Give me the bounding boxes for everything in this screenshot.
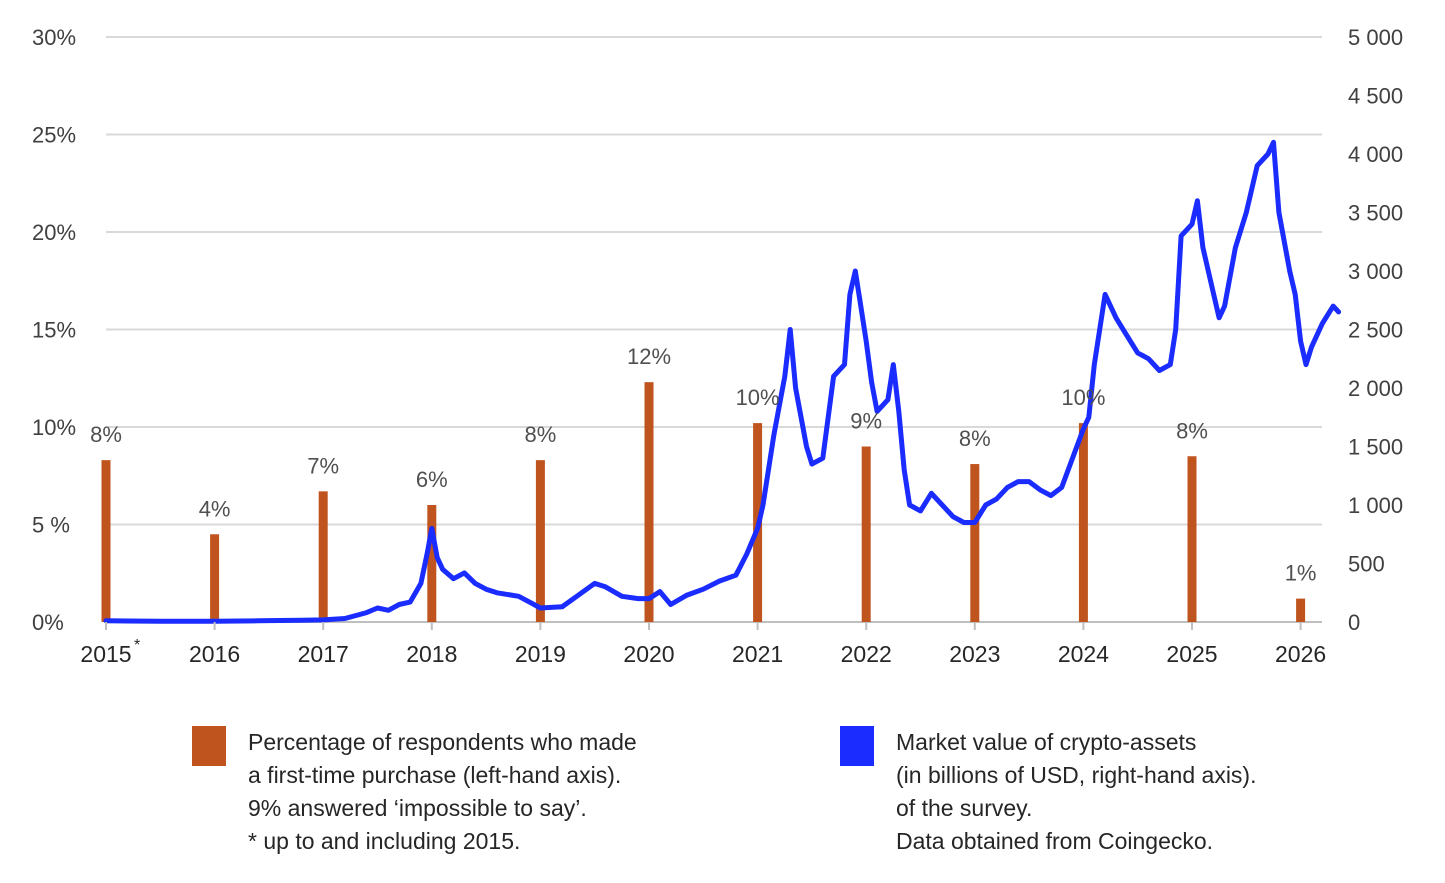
bar-data-label: 8% bbox=[90, 422, 122, 447]
legend-item-bars: Percentage of respondents who made a fir… bbox=[192, 726, 637, 858]
x-axis-tick-label: 2015 bbox=[80, 641, 131, 667]
left-axis-tick-label: 25% bbox=[32, 123, 76, 148]
bar bbox=[1078, 423, 1088, 622]
bar bbox=[644, 382, 654, 622]
bar-data-label: 8% bbox=[959, 426, 991, 451]
bar-data-label: 6% bbox=[416, 467, 448, 492]
legend-line: Market value of crypto-assets bbox=[896, 729, 1197, 755]
x-axis-tick-label: 2024 bbox=[1058, 641, 1109, 667]
bar-data-label: 8% bbox=[1176, 418, 1208, 443]
right-axis-tick-label: 3 000 bbox=[1348, 259, 1403, 284]
x-axis-tick-label: 2016 bbox=[189, 641, 240, 667]
x-tick-superscript: * bbox=[134, 637, 140, 654]
bar bbox=[861, 446, 871, 622]
legend-item-line: Market value of crypto-assets (in billio… bbox=[840, 726, 1256, 858]
bar-series bbox=[101, 382, 1306, 622]
x-axis-tick-label: 2021 bbox=[732, 641, 783, 667]
right-axis-tick-label: 1 500 bbox=[1348, 435, 1403, 460]
left-axis-ticks: 0% 5 % 10% 15% 20% 25% 30% bbox=[32, 25, 76, 635]
right-axis-tick-label: 3 500 bbox=[1348, 201, 1403, 226]
x-axis-ticks: 2015 * 2016 2017 2018 2019 2020 2021 2022 2023 202… bbox=[80, 622, 1326, 667]
left-axis-tick-label: 5 % bbox=[32, 513, 70, 538]
bar bbox=[535, 460, 545, 622]
legend-swatch-bars bbox=[192, 726, 226, 766]
legend-swatch-line bbox=[840, 726, 874, 766]
left-axis-tick-label: 30% bbox=[32, 25, 76, 50]
legend-text-line: Market value of crypto-assets (in billio… bbox=[896, 726, 1256, 858]
crypto-chart: 0% 5 % 10% 15% 20% 25% 30% 0 500 1 000 1 500 2 000… bbox=[32, 25, 1403, 667]
x-axis-tick-label: 2020 bbox=[623, 641, 674, 667]
x-axis-tick-label: 2017 bbox=[298, 641, 349, 667]
bar bbox=[210, 534, 220, 622]
bar bbox=[1296, 598, 1306, 622]
right-axis-tick-label: 4 000 bbox=[1348, 142, 1403, 167]
right-axis-tick-label: 0 bbox=[1348, 610, 1360, 635]
bar-data-label: 10% bbox=[736, 385, 780, 410]
x-axis-tick-label: 2023 bbox=[949, 641, 1000, 667]
left-axis-tick-label: 20% bbox=[32, 220, 76, 245]
bar-data-label: 10% bbox=[1061, 385, 1105, 410]
right-axis-tick-label: 4 500 bbox=[1348, 84, 1403, 109]
legend-line: Data obtained from Coingecko. bbox=[896, 828, 1214, 854]
right-axis-ticks: 0 500 1 000 1 500 2 000 2 500 3 000 3 500 4 000 4… bbox=[1348, 25, 1403, 635]
x-axis-tick-label: 2025 bbox=[1166, 641, 1217, 667]
bar bbox=[101, 460, 111, 622]
bar-data-labels: 8% 4% 7% 6% 8% 12% 10% 9% 8% 10% 8% 1% bbox=[90, 344, 1316, 585]
bar bbox=[970, 464, 980, 622]
bar-data-label: 12% bbox=[627, 344, 671, 369]
bar-data-label: 7% bbox=[307, 453, 339, 478]
x-axis-tick-label: 2022 bbox=[841, 641, 892, 667]
bar-data-label: 4% bbox=[199, 496, 231, 521]
bar-data-label: 1% bbox=[1285, 561, 1317, 586]
bar bbox=[318, 491, 328, 622]
right-axis-tick-label: 2 500 bbox=[1348, 318, 1403, 343]
bar-data-label: 9% bbox=[850, 409, 882, 434]
left-axis-tick-label: 15% bbox=[32, 318, 76, 343]
right-axis-tick-label: 5 000 bbox=[1348, 25, 1403, 50]
right-axis-tick-label: 500 bbox=[1348, 552, 1385, 577]
x-axis-tick-label: 2019 bbox=[515, 641, 566, 667]
x-axis-tick-label: 2018 bbox=[406, 641, 457, 667]
grid-lines bbox=[106, 36, 1322, 623]
legend-line: * up to and including 2015. bbox=[248, 828, 521, 854]
line-series bbox=[103, 139, 1342, 624]
legend-line: of the survey. bbox=[896, 795, 1033, 821]
right-axis-tick-label: 2 000 bbox=[1348, 376, 1403, 401]
legend-line: (in billions of USD, right-hand axis). bbox=[896, 762, 1257, 788]
legend-line: a first-time purchase (left-hand axis). bbox=[248, 762, 622, 788]
bar-data-label: 8% bbox=[525, 422, 557, 447]
bar bbox=[1187, 456, 1197, 622]
left-axis-tick-label: 10% bbox=[32, 415, 76, 440]
legend-line: Percentage of respondents who made bbox=[248, 729, 637, 755]
right-axis-tick-label: 1 000 bbox=[1348, 493, 1403, 518]
bar bbox=[427, 505, 437, 622]
legend-text-bars: Percentage of respondents who made a fir… bbox=[248, 726, 637, 858]
left-axis-tick-label: 0% bbox=[32, 610, 64, 635]
market-value-line bbox=[103, 139, 1342, 624]
x-axis-tick-label: 2026 bbox=[1275, 641, 1326, 667]
legend-line: 9% answered ‘impossible to say’. bbox=[248, 795, 587, 821]
